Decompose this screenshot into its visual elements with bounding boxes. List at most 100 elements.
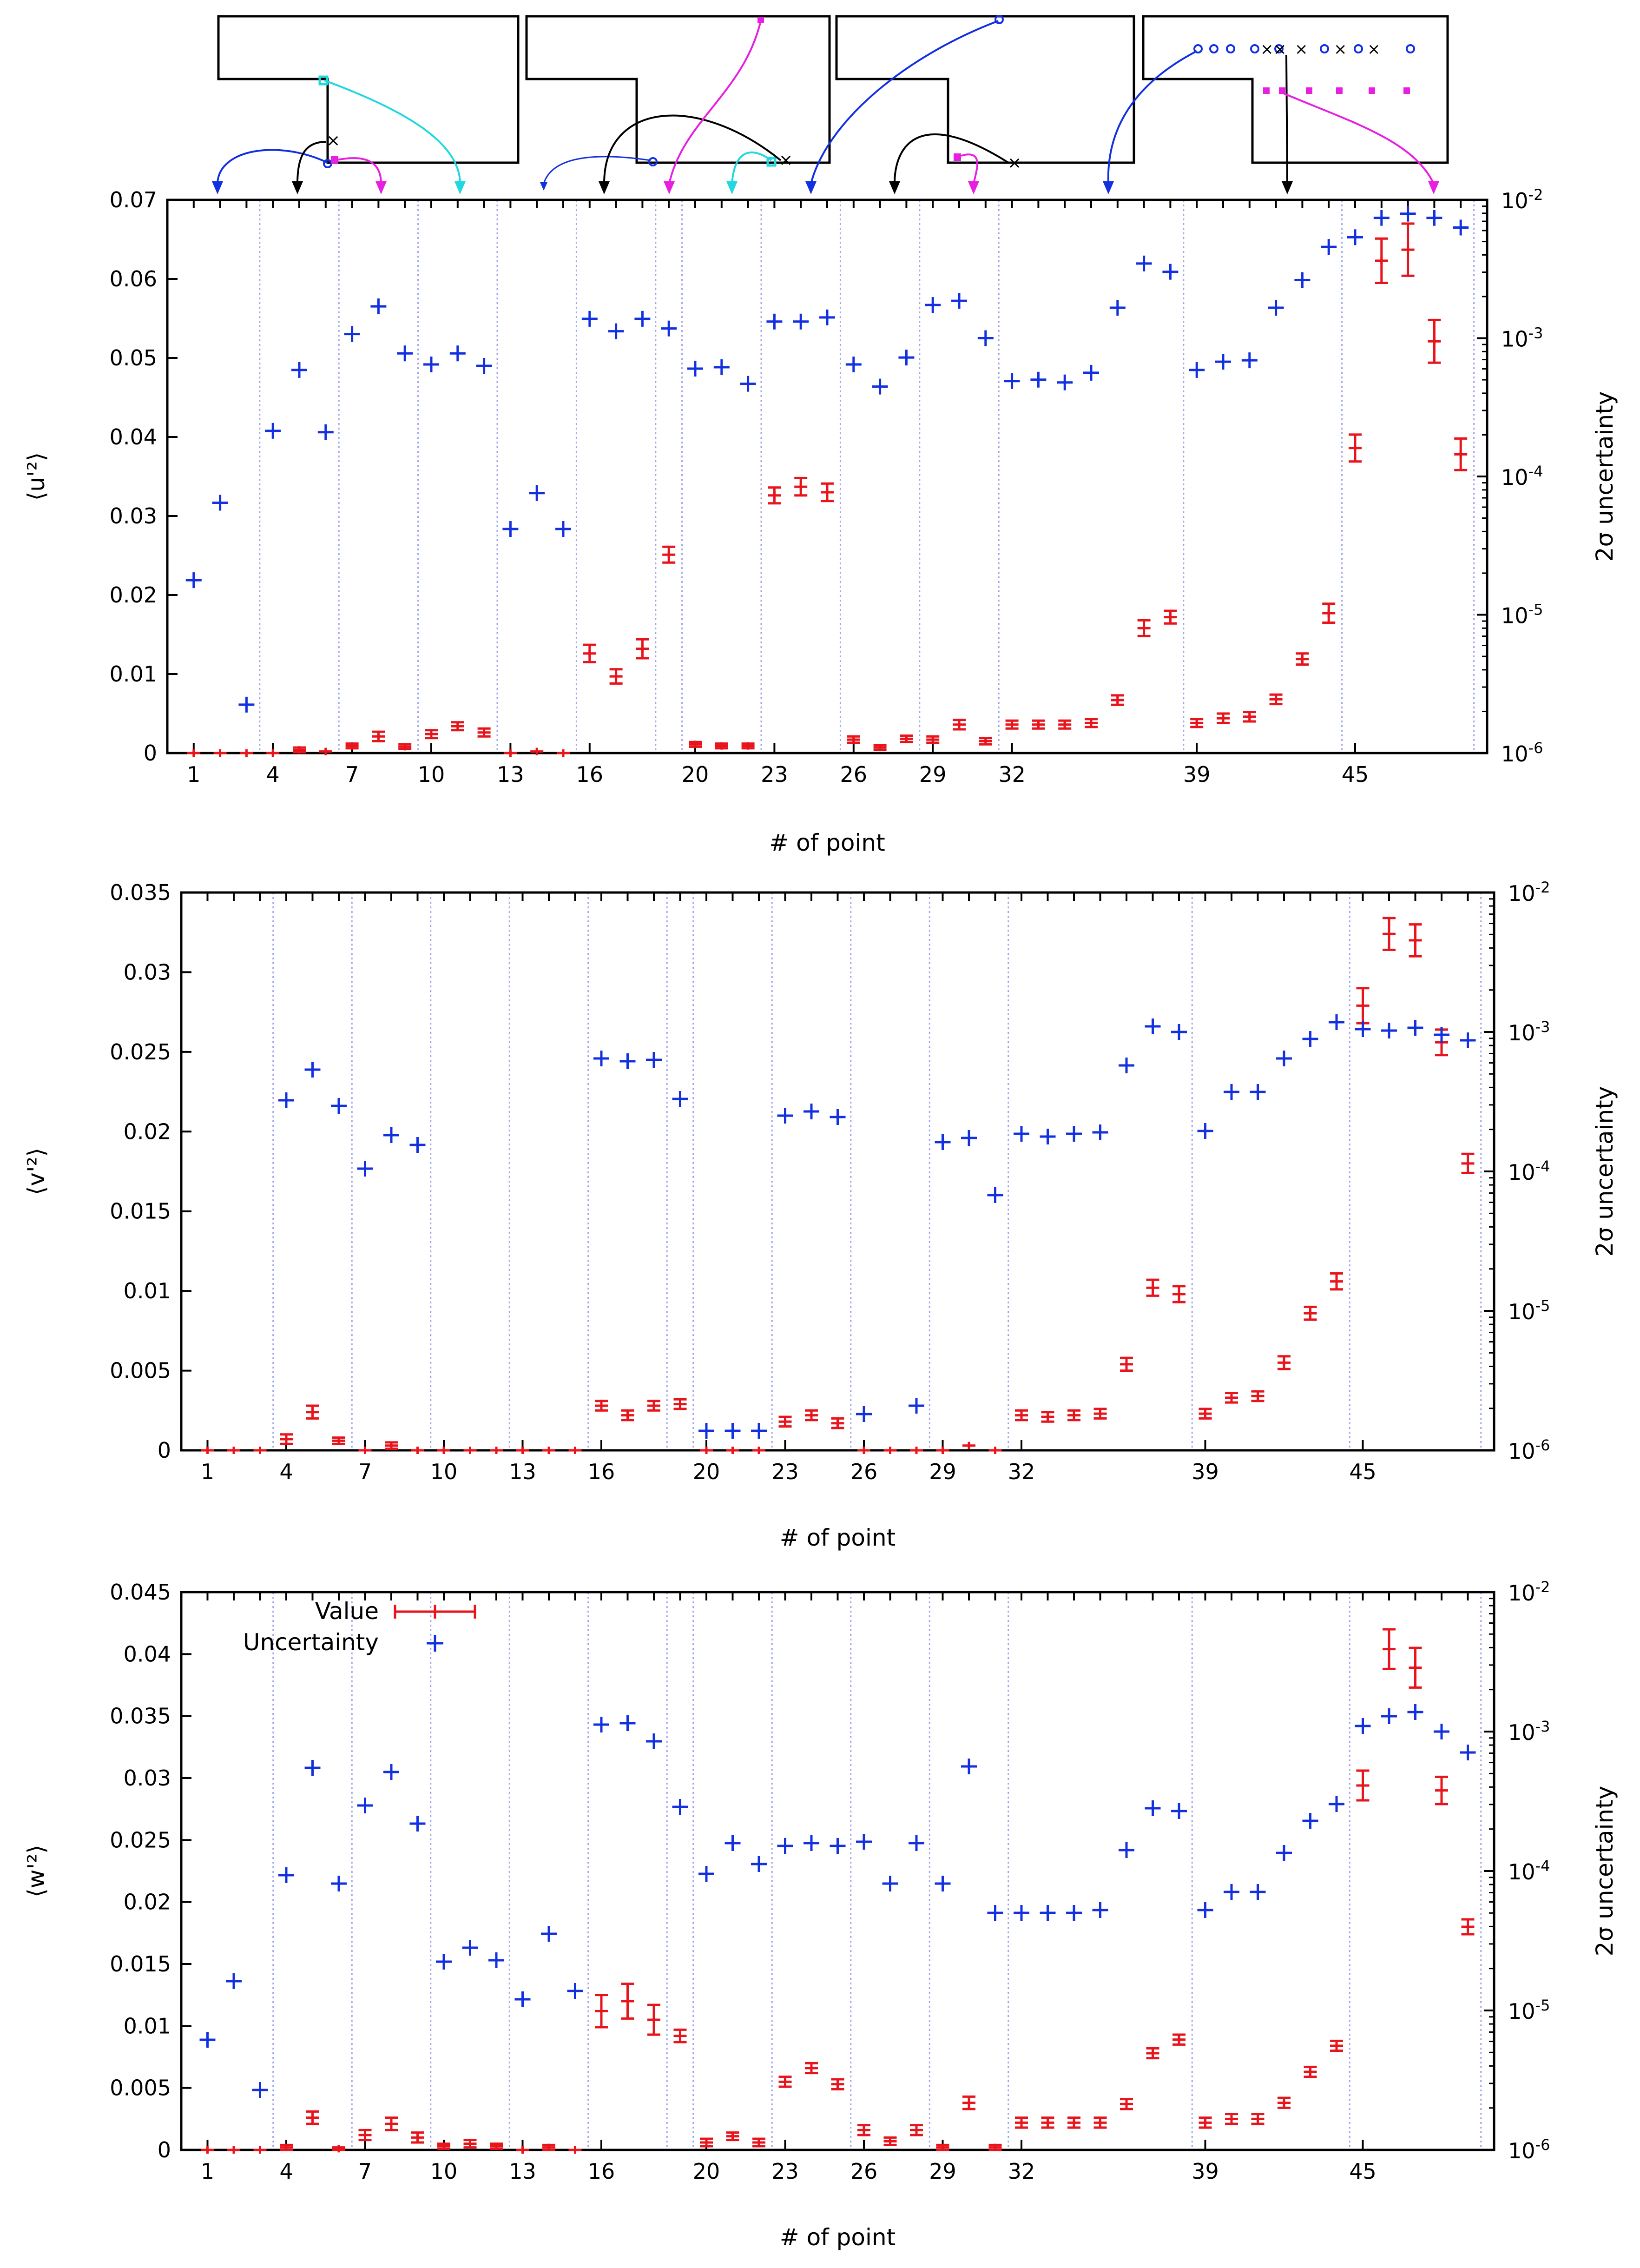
value-point <box>1349 433 1362 463</box>
svg-text:×: × <box>1295 40 1308 59</box>
value-point <box>201 2146 214 2154</box>
value-point <box>1217 712 1230 724</box>
value-point <box>831 2078 844 2090</box>
uncertainty-point <box>265 423 281 439</box>
uncertainty-point <box>436 1954 452 1970</box>
uncertainty-point <box>291 362 307 378</box>
y-tick-label: 0.015 <box>110 1951 171 1977</box>
uncertainty-point <box>619 1715 636 1731</box>
x-tick-label: 29 <box>929 1459 956 1484</box>
value-point <box>1278 1355 1291 1370</box>
value-point <box>568 2146 582 2154</box>
value-point <box>595 1994 608 2029</box>
value-point <box>778 2076 792 2088</box>
uncertainty-point <box>1030 371 1047 388</box>
uncertainty-point <box>488 1952 504 1968</box>
probe-marker: × <box>1008 153 1021 172</box>
x-tick-label: 23 <box>771 1459 799 1484</box>
value-point <box>557 749 570 757</box>
uncertainty-point <box>951 293 967 309</box>
uncertainty-point <box>370 298 387 315</box>
uncertainty-point <box>698 1423 714 1439</box>
value-point <box>857 1447 870 1454</box>
uncertainty-point <box>278 1092 294 1108</box>
x-tick-label: 29 <box>919 762 947 787</box>
value-point <box>530 747 544 755</box>
uncertainty-point <box>476 358 492 374</box>
x-axis-label: # of point <box>780 1524 896 1551</box>
y-tick-label: 0.01 <box>124 1278 171 1303</box>
y-tick-label: 0.03 <box>124 1765 171 1791</box>
value-point <box>227 2146 240 2154</box>
value-point <box>700 2137 713 2148</box>
value-point <box>213 749 227 757</box>
y-tick-label: 0.025 <box>110 1039 171 1065</box>
value-point <box>1401 222 1415 277</box>
value-point <box>662 545 676 564</box>
y2-axis-label: 2σ uncertainty <box>1591 1786 1618 1957</box>
y-tick-label: 0.005 <box>110 2076 171 2101</box>
uncertainty-point <box>724 1423 741 1439</box>
uncertainty-point <box>1329 1796 1344 1812</box>
value-point <box>253 2146 267 2154</box>
value-point <box>319 747 332 755</box>
uncertainty-point <box>1347 229 1363 245</box>
value-point <box>306 2110 319 2125</box>
x-tick-label: 13 <box>509 2159 536 2184</box>
value-point <box>936 1447 949 1454</box>
value-point <box>1172 2033 1186 2046</box>
value-point <box>647 2004 660 2036</box>
value-point <box>1199 2116 1212 2129</box>
uncertainty-point <box>698 1866 714 1882</box>
uncertainty-point <box>462 1940 478 1956</box>
x-tick-label: 4 <box>266 762 280 787</box>
value-point <box>1409 1646 1422 1689</box>
y2-tick-exponent: -5 <box>1528 601 1543 619</box>
uncertainty-point <box>1302 1031 1318 1047</box>
value-point <box>1164 609 1177 625</box>
value-point <box>1296 652 1309 666</box>
y-tick-label: 0 <box>158 2137 171 2162</box>
uncertainty-point <box>987 1905 1003 1921</box>
probe-marker: × <box>779 151 793 170</box>
probe-marker <box>995 15 1004 24</box>
uncertainty-point <box>1092 1902 1108 1918</box>
value-point <box>1041 1411 1054 1423</box>
value-point <box>451 721 464 732</box>
svg-text:×: × <box>1273 40 1287 59</box>
x-tick-label: 32 <box>1008 2159 1035 2184</box>
value-point <box>437 1447 450 1454</box>
uncertainty-point <box>423 357 439 373</box>
value-point <box>1015 1409 1028 1422</box>
y2-tick-exponent: -4 <box>1535 1157 1550 1175</box>
uncertainty-point <box>804 1835 819 1851</box>
probe-marker <box>757 17 764 23</box>
panel-u: 00.010.020.030.040.050.060.0710-610-510-… <box>23 186 1618 856</box>
svg-text:×: × <box>1260 40 1274 59</box>
legend-uncertainty-label: Uncertainty <box>243 1629 379 1656</box>
uncertainty-point <box>1407 1020 1423 1036</box>
value-point <box>1225 2113 1238 2125</box>
uncertainty-point <box>581 311 598 327</box>
value-point <box>1330 1272 1343 1291</box>
y2-tick-exponent: -5 <box>1535 1297 1550 1315</box>
y2-tick-exponent: -6 <box>1528 739 1543 757</box>
uncertainty-point <box>304 1062 321 1078</box>
uncertainty-point <box>1171 1024 1187 1040</box>
y-tick-label: 0.02 <box>124 1890 171 1915</box>
y-axis-label: ⟨u'²⟩ <box>23 452 50 501</box>
uncertainty-point <box>357 1161 373 1177</box>
value-point <box>358 2129 372 2142</box>
x-tick-label: 16 <box>588 1459 615 1484</box>
value-point <box>647 1400 660 1412</box>
value-point <box>411 2131 424 2144</box>
y-tick-label: 0.045 <box>110 1580 171 1605</box>
value-point <box>715 742 728 750</box>
uncertainty-point <box>935 1134 951 1150</box>
y-tick-label: 0.015 <box>110 1199 171 1224</box>
y-tick-label: 0.035 <box>110 1704 171 1729</box>
value-point <box>636 638 649 660</box>
uncertainty-point <box>304 1760 321 1776</box>
uncertainty-point <box>619 1053 636 1069</box>
uncertainty-point <box>856 1406 872 1422</box>
